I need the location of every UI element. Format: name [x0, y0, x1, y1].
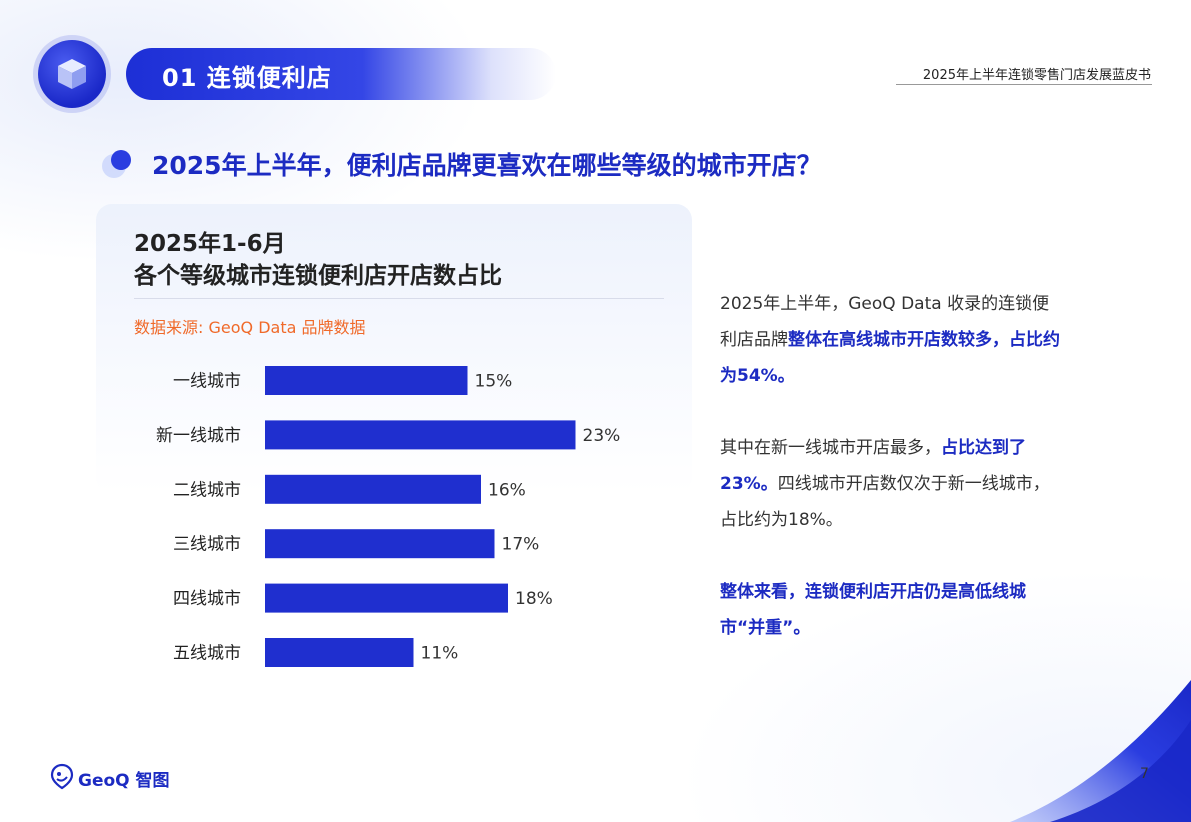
data-source: 数据来源: GeoQ Data 品牌数据 [134, 318, 366, 337]
value-label: 16% [488, 480, 526, 500]
header-divider [896, 84, 1152, 85]
commentary-p3-highlight: 整体来看，连锁便利店开店仍是高低线城市“并重”。 [720, 582, 1026, 638]
report-title: 2025年上半年连锁零售门店发展蓝皮书 [922, 68, 1151, 83]
bar [265, 583, 508, 613]
commentary-paragraph-1: 2025年上半年，GeoQ Data 收录的连锁便利店品牌整体在高线城市开店数较… [720, 286, 1065, 394]
bar [265, 420, 576, 450]
commentary-paragraph-3: 整体来看，连锁便利店开店仍是高低线城市“并重”。 [720, 574, 1065, 646]
category-label: 三线城市 [173, 535, 241, 555]
page-number: 7 [1140, 766, 1149, 782]
footer-brand: GeoQ 智图 [78, 771, 170, 791]
page-question: 2025年上半年，便利店品牌更喜欢在哪些等级的城市开店？ [152, 151, 822, 180]
value-label: 15% [475, 372, 513, 392]
category-label: 五线城市 [173, 644, 241, 664]
cube-icon [58, 59, 86, 89]
chart-title-line2: 各个等级城市连锁便利店开店数占比 [134, 263, 502, 289]
bar [265, 366, 468, 395]
section-logo [38, 40, 106, 108]
commentary-p1-text: 2025年上半年，GeoQ Data 收录的连锁便利店品牌 [720, 294, 1050, 350]
value-label: 18% [515, 589, 553, 609]
commentary-paragraph-2: 其中在新一线城市开店最多，占比达到了23%。四线城市开店数仅次于新一线城市，占比… [720, 430, 1065, 538]
category-label: 四线城市 [173, 589, 241, 609]
bar [265, 474, 481, 504]
value-label: 17% [502, 535, 540, 555]
geoq-logo-icon [50, 763, 74, 790]
card-divider [134, 298, 664, 299]
bar-chart: 一线城市 15% 新一线城市 23% 二线城市 16% 三线城市 17% 四线城市 18% 五线城市… [156, 366, 621, 667]
section-title: 01 连锁便利店 [162, 64, 332, 92]
category-label: 新一线城市 [156, 426, 241, 446]
section-banner [126, 48, 556, 100]
chart-title: 2025年1-6月 各个等级城市连锁便利店开店数占比 [134, 228, 502, 292]
commentary-p2-text-a: 其中在新一线城市开店最多， [720, 438, 941, 458]
category-label: 二线城市 [173, 480, 241, 500]
category-label: 一线城市 [173, 372, 241, 392]
value-label: 23% [583, 426, 621, 446]
bar [265, 529, 495, 559]
value-label: 11% [421, 644, 459, 664]
commentary-p1-highlight: 整体在高线城市开店数较多，占比约为54%。 [720, 330, 1060, 386]
commentary-p2-highlight: 占比达到了23%。 [720, 438, 1026, 494]
bar [265, 638, 414, 667]
commentary-p2-text-b: 四线城市开店数仅次于新一线城市，占比约为18%。 [720, 474, 1050, 530]
bullet-icon [102, 150, 131, 178]
chart-title-line1: 2025年1-6月 [134, 231, 286, 257]
